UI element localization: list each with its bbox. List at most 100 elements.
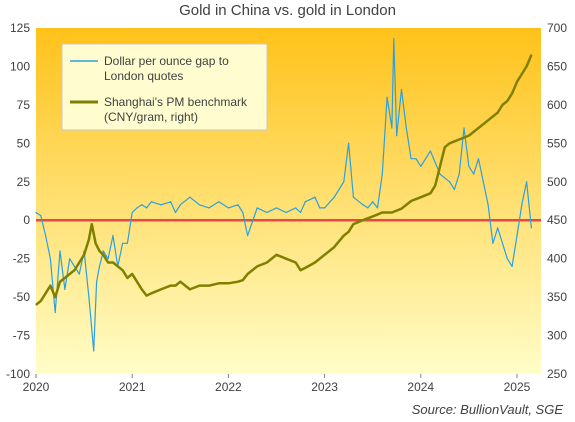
data-point xyxy=(333,246,335,248)
data-point xyxy=(174,284,177,287)
data-point xyxy=(381,173,383,175)
data-point xyxy=(453,188,456,191)
x-tick-label: 2025 xyxy=(504,380,531,394)
data-point xyxy=(247,273,249,275)
data-point xyxy=(477,127,480,129)
data-point xyxy=(174,211,177,214)
y-left-tick-label: 100 xyxy=(10,59,30,73)
data-point xyxy=(146,207,148,209)
data-point xyxy=(396,135,398,137)
data-point xyxy=(160,288,162,291)
data-point xyxy=(501,242,504,244)
data-point xyxy=(362,204,364,206)
data-point xyxy=(511,265,513,267)
data-point xyxy=(73,269,76,271)
y-left-tick-label: -50 xyxy=(13,290,31,304)
data-point xyxy=(376,207,379,209)
data-point xyxy=(521,73,523,75)
data-point xyxy=(348,142,350,144)
data-point xyxy=(487,204,489,206)
data-point xyxy=(314,196,316,198)
legend-label-shanghai: Shanghai's PM benchmark xyxy=(104,95,248,109)
x-tick-label: 2020 xyxy=(23,380,50,394)
data-point xyxy=(410,200,412,202)
data-point xyxy=(146,294,148,297)
data-point xyxy=(131,211,133,214)
data-point xyxy=(492,242,494,244)
series-line-gap xyxy=(35,38,532,352)
y-right-tick-label: 450 xyxy=(547,213,567,227)
data-point xyxy=(477,158,480,160)
data-point xyxy=(420,165,422,167)
data-point xyxy=(64,277,66,279)
legend-label-gap: Dollar per ounce gap to xyxy=(104,54,229,68)
data-point xyxy=(242,279,244,281)
data-point xyxy=(295,207,297,209)
data-point xyxy=(126,277,128,279)
data-point xyxy=(88,238,90,241)
data-point xyxy=(449,142,451,144)
data-point xyxy=(40,300,42,302)
data-point xyxy=(275,254,278,256)
data-point xyxy=(35,211,37,214)
x-tick-label: 2022 xyxy=(215,380,242,394)
data-point xyxy=(208,284,210,287)
data-point xyxy=(107,261,109,264)
data-point xyxy=(49,284,52,287)
data-point xyxy=(102,254,104,256)
data-point xyxy=(49,258,52,260)
data-point xyxy=(506,258,508,260)
data-point xyxy=(78,261,80,264)
data-point xyxy=(501,104,504,106)
data-point xyxy=(95,242,97,244)
data-point xyxy=(150,201,153,203)
data-point xyxy=(506,100,508,102)
data-point xyxy=(69,258,71,260)
data-point xyxy=(530,54,532,56)
data-point xyxy=(497,111,499,114)
data-point xyxy=(439,165,441,167)
legend-box xyxy=(61,43,268,131)
data-point xyxy=(521,204,523,206)
data-point xyxy=(237,281,239,283)
data-point xyxy=(198,284,201,287)
data-point xyxy=(372,201,374,203)
data-point xyxy=(131,273,133,275)
data-point xyxy=(299,211,302,214)
data-point xyxy=(439,173,441,175)
data-point xyxy=(208,207,210,209)
data-point xyxy=(511,92,513,94)
data-point xyxy=(189,288,191,291)
data-point xyxy=(497,227,499,229)
data-point xyxy=(381,211,383,214)
x-tick-label: 2023 xyxy=(311,380,338,394)
data-point xyxy=(429,150,431,152)
data-point xyxy=(348,231,350,233)
data-point xyxy=(256,265,258,267)
y-left-tick-label: 75 xyxy=(17,98,31,112)
data-point xyxy=(88,296,90,298)
data-point xyxy=(266,211,268,214)
data-point xyxy=(141,288,143,291)
y-right-tick-label: 700 xyxy=(547,21,567,35)
data-point xyxy=(415,158,417,160)
data-point xyxy=(35,304,37,306)
data-point xyxy=(54,311,56,314)
data-point xyxy=(285,258,287,260)
data-point xyxy=(410,158,412,160)
y-left-tick-label: 50 xyxy=(17,136,31,150)
data-point xyxy=(525,181,528,183)
data-point xyxy=(530,227,532,229)
data-point xyxy=(126,242,128,244)
legend-label-shanghai-2: (CNY/gram, right) xyxy=(104,110,198,124)
data-point xyxy=(333,196,335,198)
data-point xyxy=(314,261,316,264)
data-point xyxy=(393,38,395,40)
data-point xyxy=(78,273,80,275)
data-point xyxy=(352,223,355,225)
source-note: Source: BullionVault, SGE xyxy=(411,402,563,417)
data-point xyxy=(112,261,114,264)
data-point xyxy=(299,269,302,271)
data-point xyxy=(121,269,124,271)
data-point xyxy=(343,235,345,237)
